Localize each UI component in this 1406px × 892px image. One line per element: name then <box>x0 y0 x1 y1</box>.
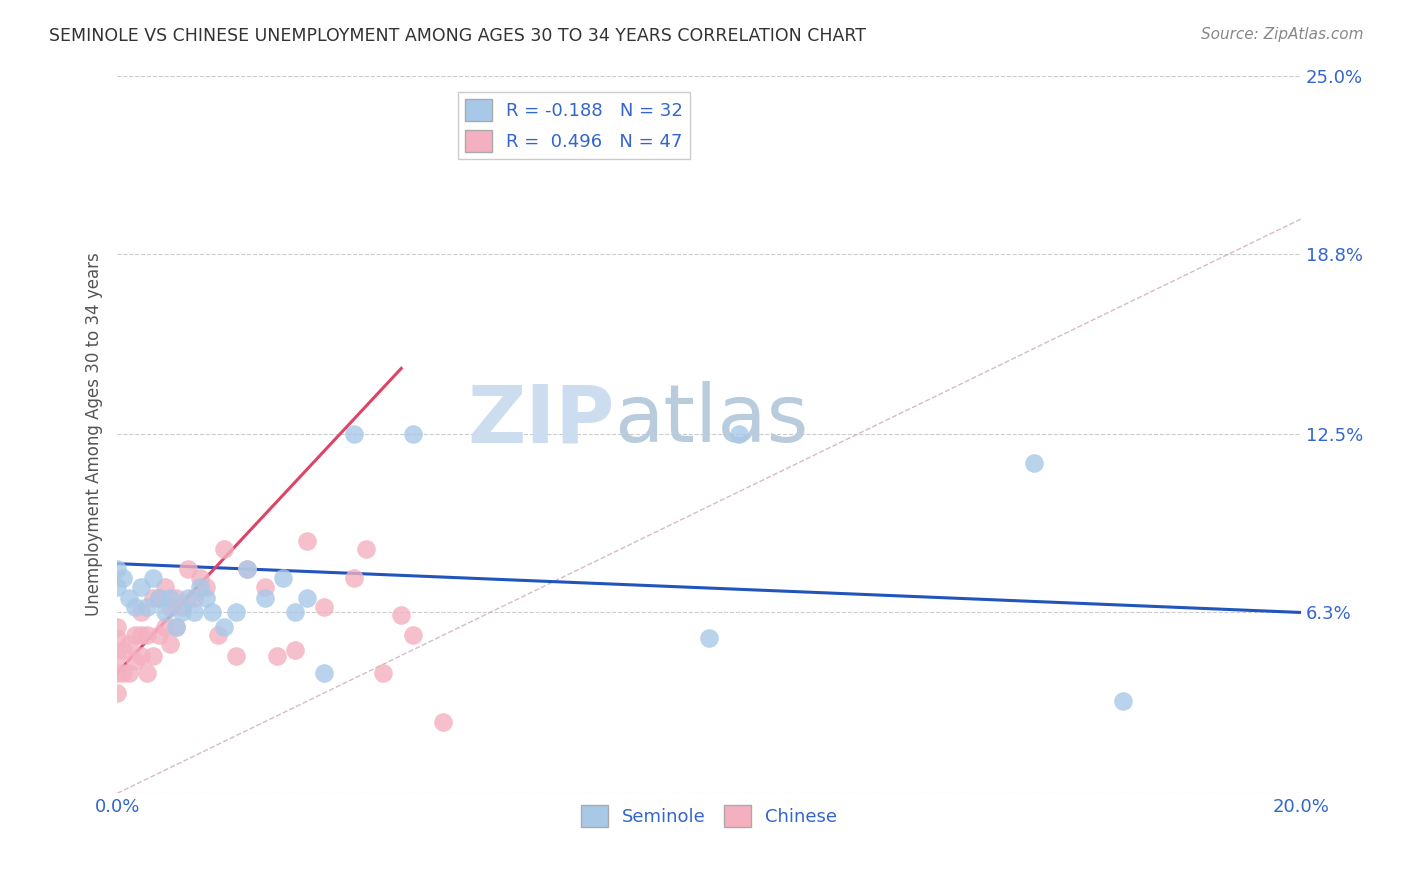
Point <box>129 606 152 620</box>
Point <box>118 591 141 606</box>
Legend: Seminole, Chinese: Seminole, Chinese <box>574 798 845 835</box>
Point <box>153 606 176 620</box>
Point <box>118 665 141 680</box>
Point <box>105 665 128 680</box>
Point <box>129 580 152 594</box>
Point <box>135 665 157 680</box>
Point <box>194 591 217 606</box>
Point <box>295 591 318 606</box>
Point <box>271 571 294 585</box>
Point <box>165 620 187 634</box>
Point <box>148 591 170 606</box>
Point <box>343 571 366 585</box>
Point <box>172 606 194 620</box>
Point <box>105 632 128 646</box>
Point <box>165 591 187 606</box>
Point <box>188 571 211 585</box>
Point <box>1024 456 1046 470</box>
Point <box>236 562 259 576</box>
Point <box>135 628 157 642</box>
Point <box>295 533 318 548</box>
Point <box>142 591 165 606</box>
Point <box>183 591 205 606</box>
Point <box>194 580 217 594</box>
Point <box>177 562 200 576</box>
Point <box>284 606 307 620</box>
Point <box>343 427 366 442</box>
Text: SEMINOLE VS CHINESE UNEMPLOYMENT AMONG AGES 30 TO 34 YEARS CORRELATION CHART: SEMINOLE VS CHINESE UNEMPLOYMENT AMONG A… <box>49 27 866 45</box>
Text: ZIP: ZIP <box>467 381 614 459</box>
Text: atlas: atlas <box>614 381 808 459</box>
Point <box>389 608 412 623</box>
Point <box>124 599 146 614</box>
Point <box>112 571 135 585</box>
Y-axis label: Unemployment Among Ages 30 to 34 years: Unemployment Among Ages 30 to 34 years <box>86 252 103 616</box>
Point <box>212 542 235 557</box>
Point <box>124 628 146 642</box>
Point <box>112 665 135 680</box>
Point <box>153 620 176 634</box>
Point <box>142 648 165 663</box>
Point <box>148 628 170 642</box>
Point <box>159 637 181 651</box>
Point <box>183 606 205 620</box>
Point <box>1378 169 1400 183</box>
Point <box>148 591 170 606</box>
Point <box>135 599 157 614</box>
Point <box>314 665 336 680</box>
Point <box>105 580 128 594</box>
Point <box>354 542 377 557</box>
Point <box>236 562 259 576</box>
Point <box>266 648 288 663</box>
Point <box>129 648 152 663</box>
Point <box>177 591 200 606</box>
Point <box>105 620 128 634</box>
Point <box>373 665 395 680</box>
Point <box>207 628 229 642</box>
Point <box>129 628 152 642</box>
Point <box>124 654 146 668</box>
Point <box>142 571 165 585</box>
Point <box>105 686 128 700</box>
Point <box>402 427 425 442</box>
Point <box>112 642 135 657</box>
Point <box>225 606 247 620</box>
Point <box>105 648 128 663</box>
Point <box>165 620 187 634</box>
Point <box>1112 694 1135 708</box>
Text: Source: ZipAtlas.com: Source: ZipAtlas.com <box>1201 27 1364 42</box>
Point <box>697 632 720 646</box>
Point <box>159 591 181 606</box>
Point <box>172 599 194 614</box>
Point <box>201 606 224 620</box>
Point <box>188 580 211 594</box>
Point <box>402 628 425 642</box>
Point <box>432 714 454 729</box>
Point <box>314 599 336 614</box>
Point <box>254 580 277 594</box>
Point <box>105 562 128 576</box>
Point <box>118 637 141 651</box>
Point <box>153 580 176 594</box>
Point <box>284 642 307 657</box>
Point <box>727 427 749 442</box>
Point <box>254 591 277 606</box>
Point <box>159 599 181 614</box>
Point <box>225 648 247 663</box>
Point <box>212 620 235 634</box>
